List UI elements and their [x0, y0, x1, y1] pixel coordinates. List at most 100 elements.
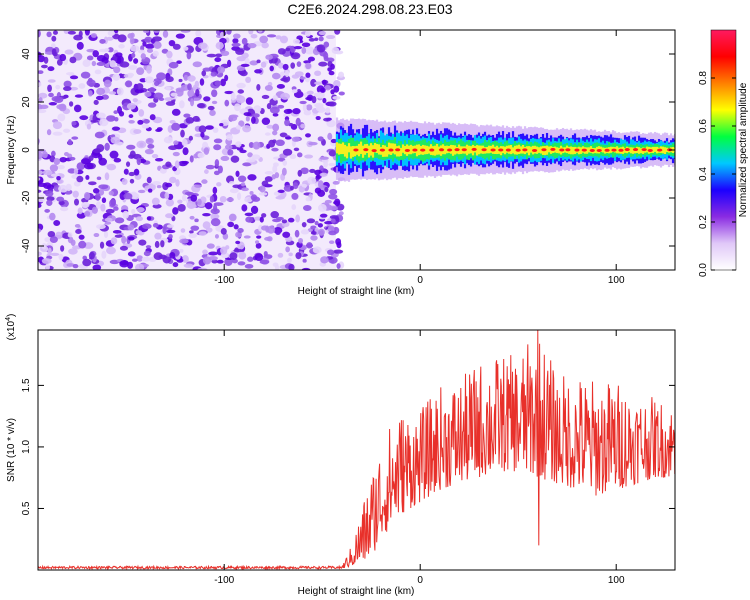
noise-speckle — [168, 145, 178, 151]
noise-speckle — [217, 165, 223, 174]
noise-speckle — [166, 50, 173, 59]
noise-speckle — [322, 97, 327, 104]
y-tick-label: 20 — [21, 96, 32, 108]
noise-speckle — [131, 52, 136, 58]
noise-speckle — [264, 171, 274, 175]
noise-speckle — [156, 72, 166, 81]
noise-speckle — [319, 156, 329, 160]
noise-speckle — [144, 76, 155, 84]
band-layer — [445, 145, 449, 154]
noise-speckle — [304, 154, 314, 159]
noise-speckle — [50, 43, 56, 49]
noise-speckle — [250, 33, 258, 39]
noise-speckle — [151, 153, 159, 159]
noise-speckle — [95, 95, 104, 101]
noise-speckle — [38, 103, 43, 111]
noise-speckle — [230, 155, 240, 163]
noise-speckle — [93, 148, 102, 154]
noise-speckle — [202, 67, 212, 72]
noise-speckle — [170, 92, 178, 97]
noise-speckle — [179, 248, 184, 253]
noise-speckle — [249, 60, 258, 66]
band-layer — [427, 146, 431, 154]
noise-speckle — [52, 121, 63, 130]
noise-speckle — [196, 103, 205, 109]
noise-speckle — [73, 104, 82, 113]
noise-speckle — [123, 74, 129, 78]
noise-speckle — [127, 224, 135, 231]
band-layer — [349, 146, 353, 159]
noise-speckle — [261, 42, 269, 49]
noise-speckle — [219, 122, 224, 127]
noise-speckle — [232, 184, 241, 189]
noise-speckle — [237, 228, 244, 233]
noise-speckle — [135, 230, 143, 235]
noise-speckle — [77, 207, 83, 215]
noise-speckle — [72, 190, 79, 198]
noise-speckle — [245, 115, 250, 122]
noise-speckle — [325, 34, 336, 40]
noise-speckle — [287, 217, 295, 223]
noise-speckle — [228, 213, 237, 222]
y-tick-label: 40 — [21, 48, 32, 60]
noise-speckle — [179, 238, 189, 244]
noise-speckle — [121, 235, 127, 244]
noise-speckle — [244, 263, 254, 269]
snr-scale-label: (x104) — [5, 314, 17, 341]
noise-speckle — [335, 238, 342, 246]
noise-speckle — [189, 215, 195, 220]
noise-speckle — [256, 59, 261, 64]
noise-speckle — [181, 255, 189, 263]
band-core-peak — [371, 149, 377, 153]
noise-speckle — [154, 232, 162, 240]
noise-speckle — [275, 229, 281, 235]
noise-speckle — [269, 65, 274, 72]
band-layer — [653, 146, 657, 152]
noise-speckle — [319, 213, 328, 218]
noise-speckle — [78, 83, 86, 89]
noise-speckle — [92, 114, 97, 123]
noise-speckle — [306, 218, 316, 224]
noise-speckle — [38, 182, 48, 187]
noise-speckle — [45, 190, 54, 197]
noise-speckle — [41, 258, 52, 264]
noise-speckle — [242, 125, 252, 133]
band-layer — [377, 144, 381, 155]
noise-speckle — [304, 30, 311, 37]
noise-speckle — [224, 144, 233, 150]
noise-speckle — [233, 224, 239, 230]
noise-speckle — [86, 55, 94, 61]
noise-speckle — [303, 110, 312, 116]
noise-speckle — [52, 30, 58, 35]
noise-speckle — [189, 155, 194, 163]
noise-speckle — [281, 219, 288, 224]
noise-speckle — [141, 124, 150, 129]
noise-speckle — [338, 91, 345, 96]
noise-speckle — [192, 115, 200, 122]
noise-speckle — [328, 193, 338, 200]
noise-speckle — [66, 72, 74, 76]
noise-speckle — [190, 194, 198, 202]
noise-speckle — [206, 243, 215, 249]
x-tick-label: 0 — [417, 275, 423, 286]
noise-speckle — [301, 42, 311, 48]
noise-speckle — [156, 185, 162, 189]
noise-speckle — [53, 96, 64, 103]
noise-speckle — [92, 50, 99, 58]
noise-speckle — [252, 141, 261, 150]
noise-speckle — [99, 39, 106, 44]
noise-speckle — [291, 74, 300, 79]
noise-speckle — [314, 70, 322, 77]
noise-speckle — [44, 236, 52, 243]
y-tick-label: 0.5 — [21, 501, 32, 515]
noise-speckle — [179, 100, 185, 109]
noise-speckle — [153, 30, 160, 33]
noise-speckle — [210, 218, 221, 227]
noise-speckle — [319, 165, 324, 172]
band-layer — [629, 147, 633, 154]
noise-speckle — [235, 240, 241, 245]
band-core-peak — [454, 148, 460, 152]
noise-speckle — [55, 84, 61, 90]
noise-speckle — [318, 228, 325, 236]
noise-speckle — [272, 112, 279, 117]
